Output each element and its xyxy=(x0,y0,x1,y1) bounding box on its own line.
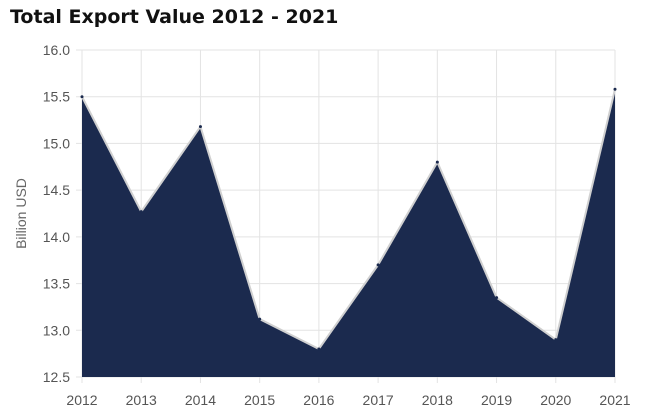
area-fill xyxy=(82,89,615,378)
x-tick-labels: 2012 2013 2014 2015 2016 2017 2018 2019 2020 2021 xyxy=(66,392,630,408)
data-point xyxy=(435,160,439,164)
data-point xyxy=(317,347,321,351)
x-tick-label: 2017 xyxy=(363,392,394,408)
x-tick-label: 2012 xyxy=(66,392,97,408)
data-area xyxy=(80,87,617,378)
data-point xyxy=(139,210,143,214)
series-line xyxy=(81,89,616,350)
y-tick-label: 14.5 xyxy=(43,182,70,198)
data-point xyxy=(554,338,558,342)
x-tick-label: 2021 xyxy=(599,392,630,408)
data-point xyxy=(376,263,380,267)
x-tick-label: 2018 xyxy=(422,392,453,408)
data-point xyxy=(495,296,499,300)
x-tick-label: 2013 xyxy=(126,392,157,408)
data-point xyxy=(80,95,84,99)
x-tick-label: 2020 xyxy=(540,392,571,408)
x-tick-label: 2019 xyxy=(481,392,512,408)
data-point xyxy=(198,125,202,129)
y-tick-label: 15.5 xyxy=(43,89,70,105)
y-tick-label: 16.0 xyxy=(43,42,70,58)
y-tick-label: 13.0 xyxy=(43,322,70,338)
data-point xyxy=(613,87,617,91)
y-tick-label: 14.0 xyxy=(43,229,70,245)
y-tick-label: 12.5 xyxy=(43,369,70,385)
data-point xyxy=(258,317,262,321)
x-tick-label: 2014 xyxy=(185,392,216,408)
chart-title: Total Export Value 2012 - 2021 xyxy=(10,6,339,28)
y-tick-label: 13.5 xyxy=(43,276,70,292)
y-tick-label: 15.0 xyxy=(43,135,70,151)
y-axis-title: Billion USD xyxy=(13,178,29,249)
x-tick-label: 2016 xyxy=(303,392,334,408)
y-tick-labels: 12.5 13.0 13.5 14.0 14.5 15.0 15.5 16.0 xyxy=(43,42,70,385)
x-tick-label: 2015 xyxy=(244,392,275,408)
